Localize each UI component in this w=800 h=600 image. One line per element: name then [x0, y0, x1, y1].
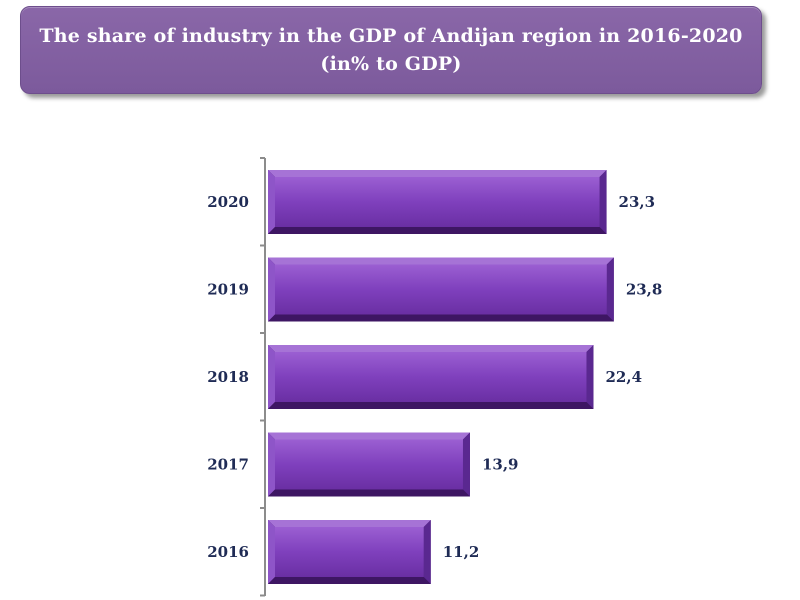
bar-2018	[268, 345, 594, 409]
bar-2017	[268, 432, 470, 497]
y-tick-label: 2020	[207, 193, 249, 211]
y-tick-label: 2019	[207, 281, 249, 299]
bar-bevel-left	[268, 345, 275, 409]
data-label: 11,2	[443, 543, 480, 561]
y-tick-label: 2018	[207, 368, 249, 386]
bar-bevel-left	[268, 170, 275, 234]
bar-bevel-left	[268, 432, 275, 497]
bar-face	[275, 177, 600, 227]
bar-bevel-top	[268, 170, 607, 177]
y-tick-label: 2017	[207, 456, 249, 474]
bar-face	[275, 439, 463, 490]
bar-bevel-right	[423, 520, 431, 584]
bar-bevel-bottom	[268, 314, 614, 322]
bar-2020	[268, 170, 607, 234]
bar-bevel-top	[268, 257, 614, 265]
bar-2016	[268, 520, 431, 584]
bar-bevel-bottom	[268, 402, 594, 409]
bar-bevel-top	[268, 345, 594, 352]
bar-face	[275, 527, 424, 577]
chart-subtitle: (in% to GDP)	[320, 53, 462, 75]
bar-bevel-top	[268, 520, 431, 527]
bar-bevel-bottom	[268, 577, 431, 584]
chart-title-box: The share of industry in the GDP of Andi…	[20, 6, 762, 94]
bar-2019	[268, 257, 614, 322]
data-label: 22,4	[605, 368, 642, 386]
bar-bevel-right	[462, 432, 470, 497]
bar-bevel-bottom	[268, 489, 470, 497]
bar-face	[275, 352, 587, 402]
data-label: 13,9	[482, 456, 519, 474]
bar-bevel-bottom	[268, 227, 607, 234]
bar-bevel-right	[599, 170, 607, 234]
data-label: 23,3	[619, 193, 656, 211]
data-label: 23,8	[626, 281, 663, 299]
bar-bevel-right	[586, 345, 594, 409]
bar-face	[275, 264, 607, 315]
chart-title: The share of industry in the GDP of Andi…	[39, 25, 743, 47]
y-tick-label: 2016	[207, 543, 249, 561]
bar-bevel-left	[268, 520, 275, 584]
bar-bevel-right	[606, 257, 614, 322]
bar-bevel-top	[268, 432, 470, 440]
bar-bevel-left	[268, 257, 275, 322]
